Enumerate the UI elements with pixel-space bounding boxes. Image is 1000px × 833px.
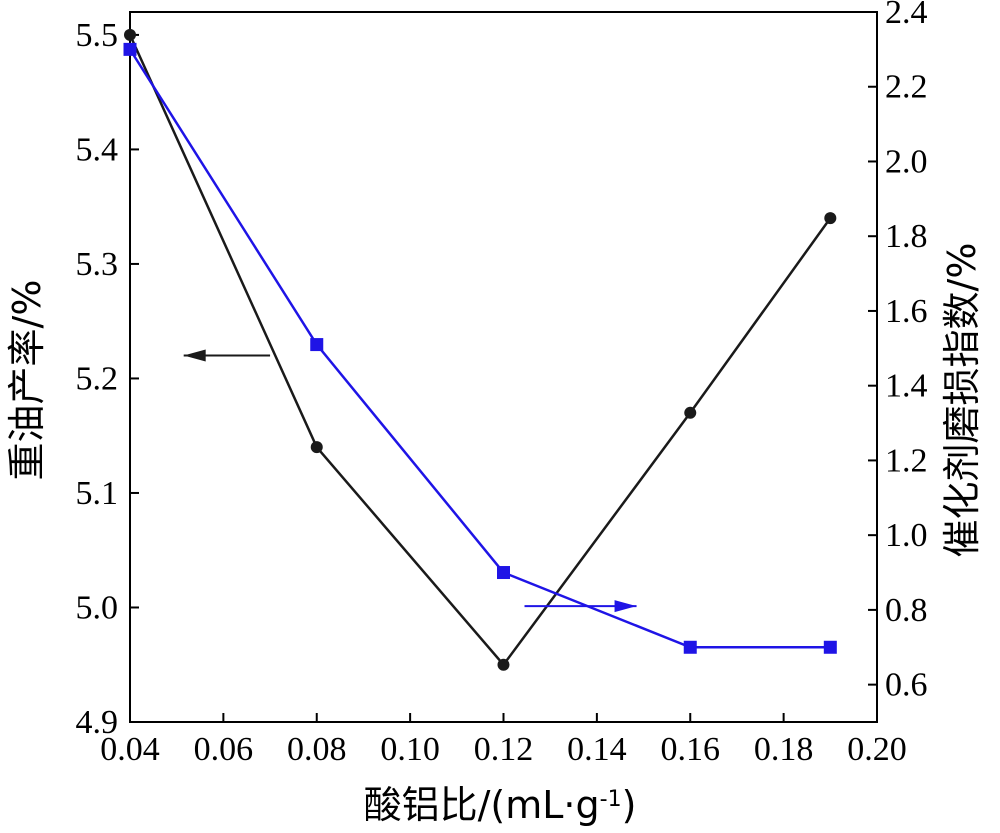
left-y-axis-ticks: 4.9 5.0 5.1 5.2 5.3 5.4 5.5 — [76, 17, 139, 741]
series-1-line — [128, 48, 831, 649]
right-y-tick-label: 0.8 — [885, 592, 928, 629]
x-tick-label: 0.18 — [754, 731, 814, 768]
right-y-axis-ticks: 0.6 0.8 1.0 1.2 1.4 1.6 1.8 2.0 2.2 2.4 — [868, 0, 928, 704]
series-1-point — [823, 640, 837, 654]
left-y-tick-label: 5.3 — [76, 246, 119, 283]
annotation-layer — [183, 349, 637, 613]
series-0-point — [497, 658, 510, 671]
series-1-point — [497, 566, 510, 580]
series-1-point — [683, 640, 697, 654]
left-y-tick-label: 5.2 — [76, 360, 119, 397]
right-y-axis-title: 催化剂磨损指数/% — [940, 243, 984, 558]
left-y-axis-title: 重油产率/% — [5, 280, 49, 481]
right-axis-arrow-head — [614, 600, 637, 613]
series-0-point — [310, 441, 323, 454]
x-tick-label: 0.20 — [847, 731, 907, 768]
left-y-tick-label: 4.9 — [76, 704, 119, 741]
right-y-tick-label: 1.2 — [885, 442, 928, 479]
right-y-tick-label: 1.8 — [885, 218, 928, 255]
x-tick-label: 0.12 — [474, 731, 534, 768]
x-axis-title-main: 酸铝比/(mL·g — [364, 783, 600, 827]
right-y-tick-label: 1.0 — [885, 517, 928, 554]
series-layer — [123, 28, 837, 671]
right-y-tick-label: 1.6 — [885, 293, 928, 330]
right-y-tick-label: 2.2 — [885, 69, 928, 106]
plot-frame — [129, 11, 878, 723]
left-y-tick-label: 5.0 — [76, 589, 119, 626]
left-y-tick-label: 5.5 — [76, 17, 119, 54]
left-axis-arrow-head — [183, 349, 206, 362]
series-0-point — [684, 406, 697, 419]
left-y-tick-label: 5.4 — [76, 131, 119, 168]
x-tick-label: 0.16 — [661, 731, 721, 768]
left-y-tick-label: 5.1 — [76, 475, 119, 512]
x-tick-label: 0.14 — [567, 731, 627, 768]
x-tick-label: 0.10 — [380, 731, 440, 768]
series-0-point — [824, 212, 837, 225]
x-axis-title-sup: -1 — [600, 787, 622, 812]
right-y-tick-label: 1.4 — [885, 368, 928, 405]
right-y-tick-label: 0.6 — [885, 667, 928, 704]
x-tick-label: 0.04 — [100, 731, 160, 768]
right-y-tick-label: 2.4 — [885, 0, 928, 31]
x-axis-title-end: ) — [622, 783, 637, 827]
x-axis-ticks: 0.04 0.06 0.08 0.10 0.12 0.14 0.16 0.18 0.20 — [100, 713, 907, 768]
series-1-point — [123, 42, 137, 56]
series-1-point — [310, 338, 324, 352]
series-0-point — [124, 28, 136, 41]
x-tick-label: 0.08 — [287, 731, 347, 768]
x-axis-title: 酸铝比/(mL·g-1) — [364, 783, 637, 827]
series-0-line — [128, 34, 832, 667]
plot-border — [129, 11, 878, 723]
right-y-tick-label: 2.0 — [885, 143, 928, 180]
x-tick-label: 0.06 — [194, 731, 254, 768]
